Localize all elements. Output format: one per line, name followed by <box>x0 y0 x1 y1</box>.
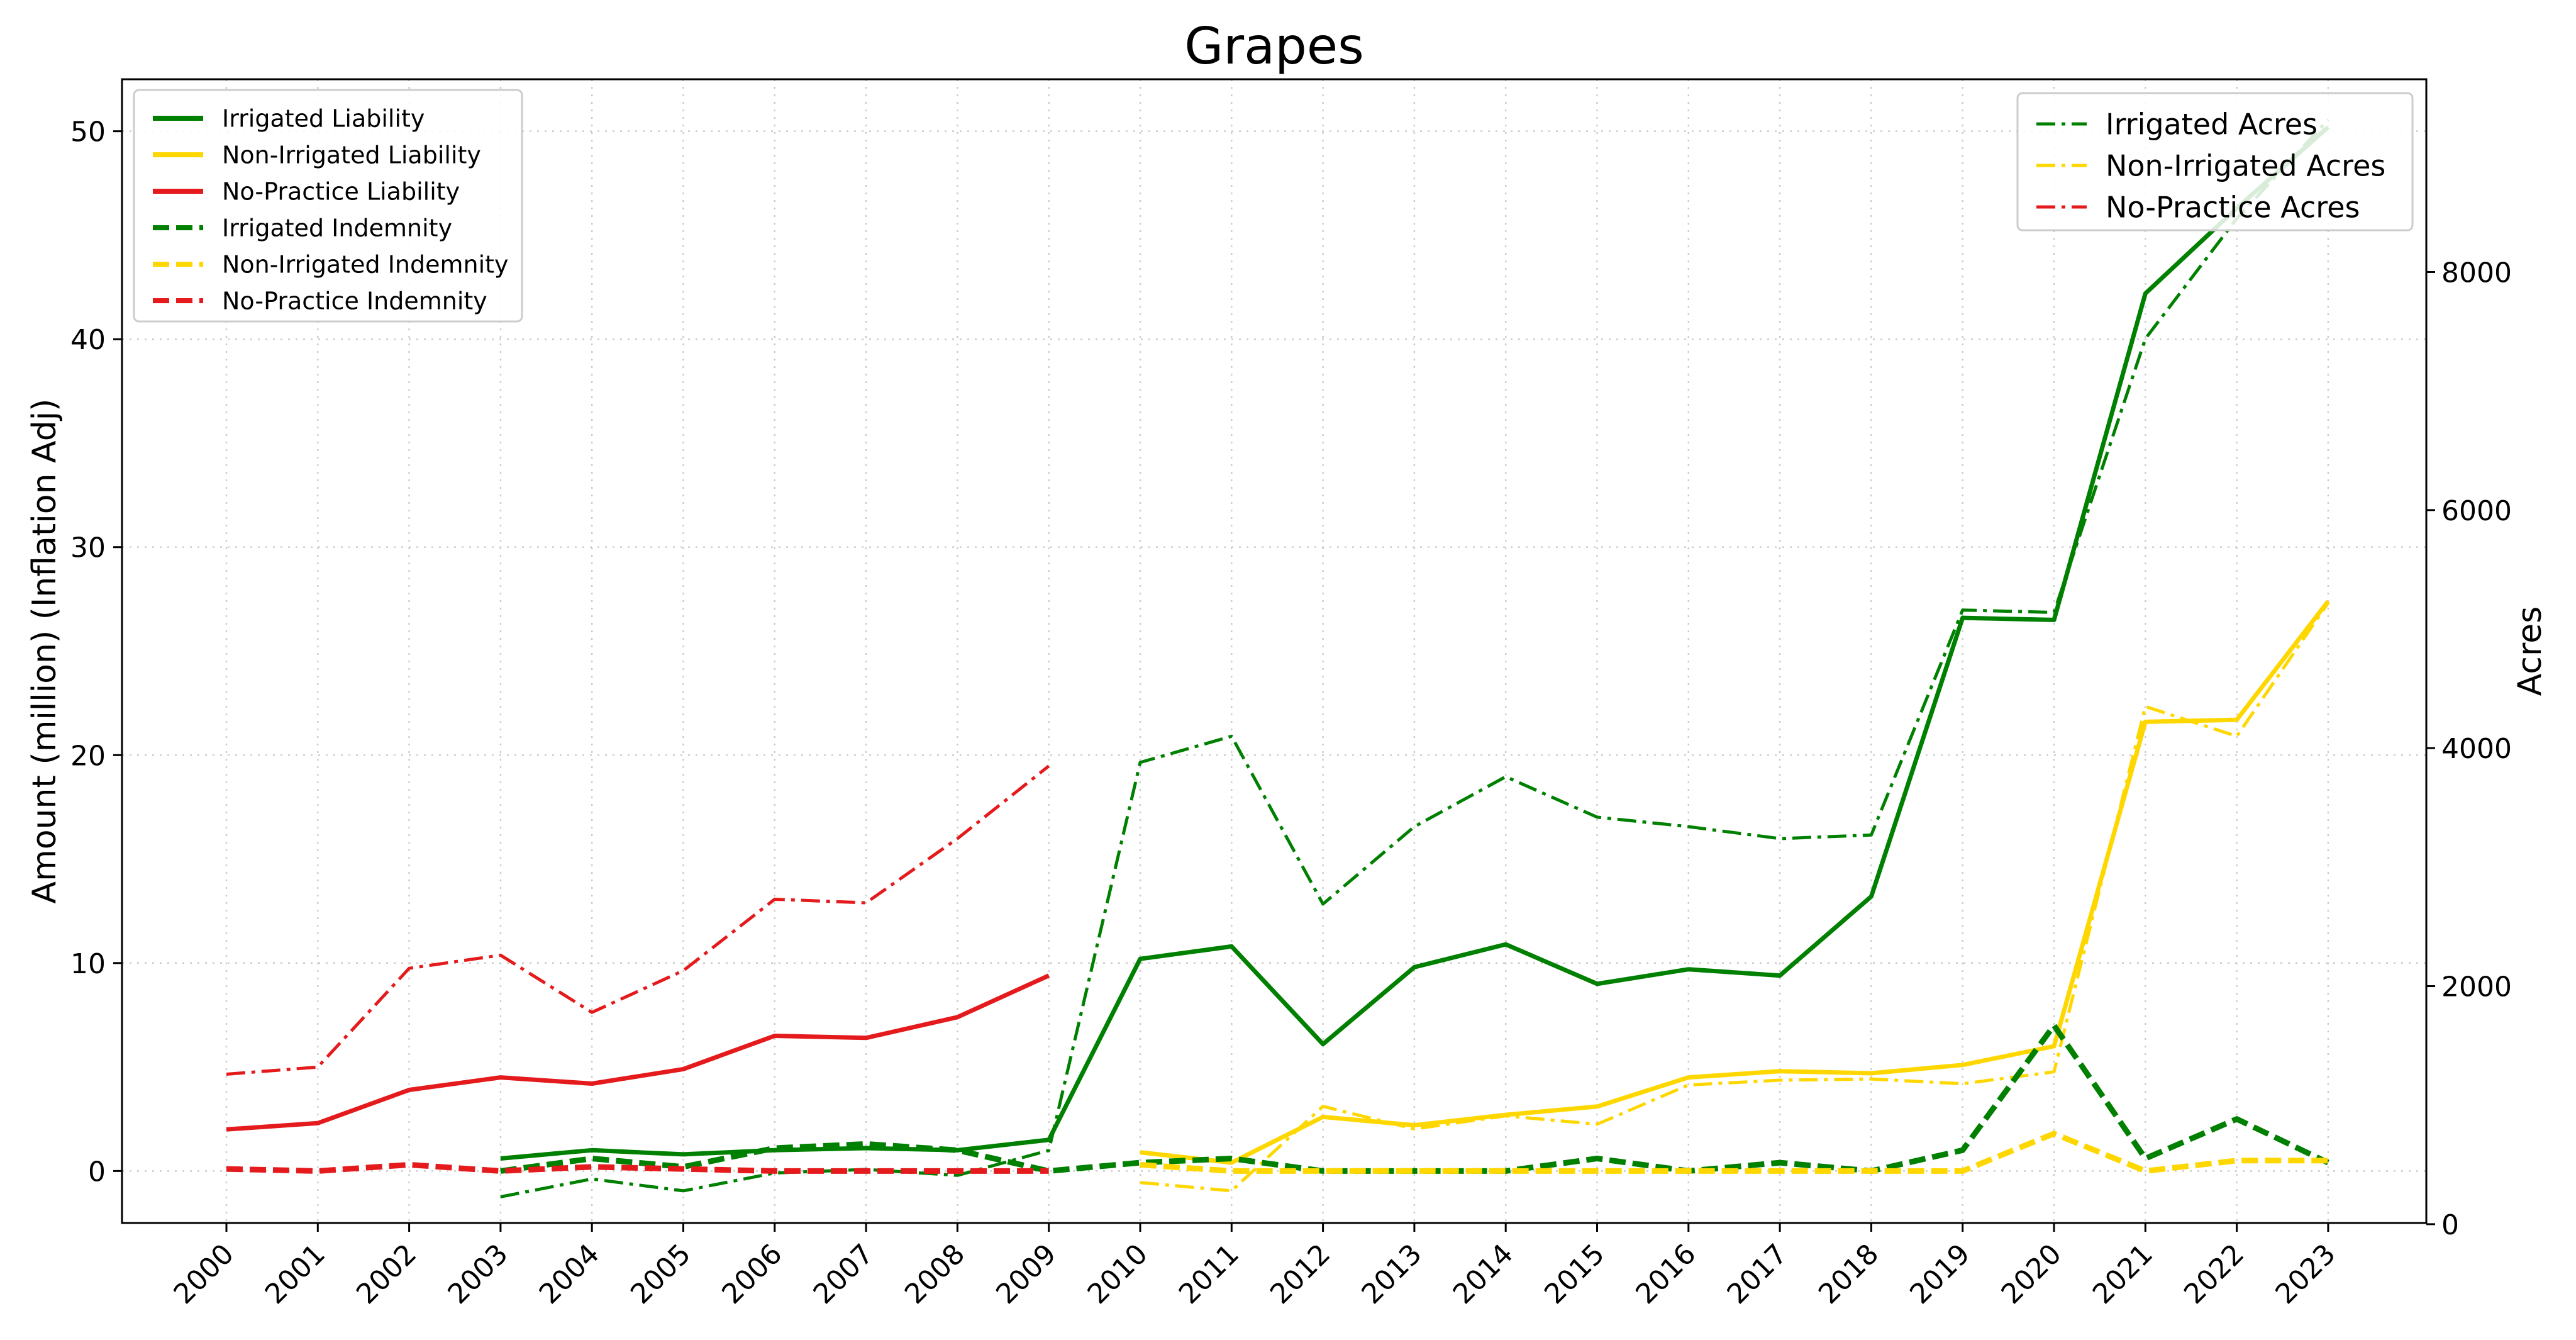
legend-left-item-label: Non-Irrigated Liability <box>222 142 481 169</box>
legend-left-item-label: Irrigated Liability <box>222 105 425 133</box>
y2-tick-label: 6000 <box>2441 495 2512 527</box>
series-lines <box>226 118 2330 1198</box>
y2-axis-label: Acres <box>2511 606 2549 696</box>
series-line-irrigated-indemnity <box>500 1022 2329 1174</box>
y2-tick-label: 2000 <box>2441 971 2512 1003</box>
legend-left-item-label: No-Practice Indemnity <box>222 288 487 315</box>
legend-left-item-label: Irrigated Indemnity <box>222 215 452 242</box>
y-tick-label: 20 <box>70 740 106 772</box>
legend-left-item-label: Non-Irrigated Indemnity <box>222 251 509 279</box>
y-tick-label: 0 <box>88 1156 106 1188</box>
legend-left: Irrigated Liability Non-Irrigated Liabili… <box>133 89 523 323</box>
series-line-no-practice-acres <box>226 764 1050 1076</box>
y-tick-label: 40 <box>70 324 106 356</box>
legend-right-item-label: No-Practice Acres <box>2106 191 2360 225</box>
y-tick-label: 50 <box>70 116 106 148</box>
y-axis-label: Amount (million) (Inflation Adj) <box>26 399 64 904</box>
y2-tick-label: 8000 <box>2441 257 2512 289</box>
series-line-irrigated-acres <box>500 118 2329 1198</box>
legend-right-item-frame <box>2016 92 2414 232</box>
legend-left-item-label: No-Practice Liability <box>222 178 460 206</box>
series-line-no-practice-liability <box>226 973 1050 1132</box>
y-tick-label: 10 <box>70 948 106 980</box>
legend-right-item-label: Non-Irrigated Acres <box>2106 149 2385 183</box>
chart-title: Grapes <box>1184 17 1364 75</box>
legend-left-item-frame <box>133 89 523 323</box>
series-line-non-irrigated-liability <box>1140 600 2330 1165</box>
y2-tick-label: 0 <box>2441 1209 2459 1241</box>
plot-frame <box>121 78 2428 1224</box>
legend-right-item-label: Irrigated Acres <box>2106 108 2318 142</box>
series-line-non-irrigated-acres <box>1140 601 2329 1193</box>
series-line-non-irrigated-indemnity <box>1140 1131 2328 1174</box>
legend-right: Irrigated Acres Non-Irrigated Acres No-Pra… <box>2016 92 2414 232</box>
y2-tick-label: 4000 <box>2441 733 2512 765</box>
series-line-no-practice-indemnity <box>226 1161 1049 1174</box>
y-tick-label: 30 <box>70 532 106 564</box>
